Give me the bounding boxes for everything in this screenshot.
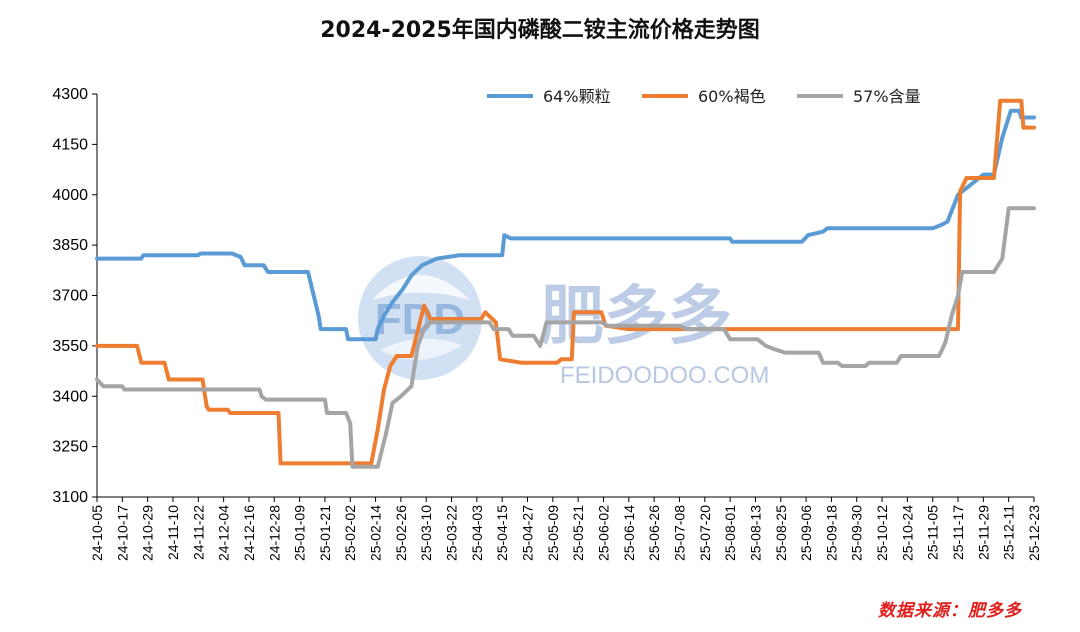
x-tick-label: 25-08-13 bbox=[747, 505, 763, 561]
watermark-brand: 肥多多 bbox=[540, 280, 732, 354]
x-tick-label: 25-12-11 bbox=[1001, 505, 1017, 560]
y-tick-label: 4000 bbox=[52, 187, 88, 204]
x-tick-label: 24-10-05 bbox=[89, 505, 105, 561]
watermark-url: FEIDOODOO.COM bbox=[560, 362, 769, 389]
x-tick-label: 25-09-06 bbox=[798, 505, 814, 561]
x-tick-label: 25-02-14 bbox=[368, 505, 384, 561]
legend-label-3: 57%含量 bbox=[853, 87, 921, 106]
legend-label-1: 64%颗粒 bbox=[543, 87, 611, 106]
legend-label-2: 60%褐色 bbox=[698, 87, 766, 106]
y-tick-label: 3250 bbox=[52, 439, 88, 456]
x-tick-label: 25-04-27 bbox=[520, 505, 536, 561]
legend: 64%颗粒 60%褐色 57%含量 bbox=[487, 87, 921, 106]
y-tick-label: 4300 bbox=[52, 86, 88, 103]
x-tick-label: 25-08-25 bbox=[773, 505, 789, 561]
x-tick-label: 25-01-09 bbox=[292, 505, 308, 561]
x-tick-label: 25-10-24 bbox=[899, 505, 915, 561]
x-tick-label: 25-11-17 bbox=[950, 505, 966, 560]
x-tick-label: 25-01-21 bbox=[317, 505, 333, 561]
y-tick-label: 4150 bbox=[52, 136, 88, 153]
x-tick-label: 25-12-23 bbox=[1026, 505, 1042, 561]
x-tick-label: 25-05-09 bbox=[545, 505, 561, 561]
x-tick-label: 25-10-12 bbox=[874, 505, 890, 561]
series-line-3 bbox=[95, 206, 1036, 469]
x-tick-label: 24-11-22 bbox=[190, 505, 206, 560]
series-line-1 bbox=[95, 108, 1036, 342]
x-tick-label: 24-11-10 bbox=[165, 505, 181, 560]
x-axis-ticks: 24-10-05 24-10-17 24-10-29 24-11-10 24-11-22… bbox=[89, 497, 1042, 561]
x-tick-label: 25-02-02 bbox=[342, 505, 358, 561]
series-line-2 bbox=[95, 98, 1036, 466]
x-tick-label: 25-05-21 bbox=[570, 505, 586, 561]
x-tick-label: 25-04-15 bbox=[494, 505, 510, 561]
x-tick-label: 25-06-14 bbox=[621, 505, 637, 561]
chart-title: 2024-2025年国内磷酸二铵主流价格走势图 bbox=[320, 18, 760, 43]
y-tick-label: 3550 bbox=[52, 338, 88, 355]
y-tick-label: 3700 bbox=[52, 288, 88, 305]
x-tick-label: 25-04-03 bbox=[469, 505, 485, 561]
x-tick-label: 24-10-17 bbox=[114, 505, 130, 561]
y-tick-label: 3400 bbox=[52, 388, 88, 405]
x-tick-label: 24-12-28 bbox=[266, 505, 282, 561]
x-tick-label: 25-07-20 bbox=[697, 505, 713, 561]
x-tick-label: 24-12-04 bbox=[216, 505, 232, 561]
series-lines bbox=[95, 98, 1036, 469]
x-tick-label: 25-09-30 bbox=[849, 505, 865, 561]
y-tick-label: 3850 bbox=[52, 237, 88, 254]
x-tick-label: 25-09-18 bbox=[823, 505, 839, 561]
x-tick-label: 25-11-29 bbox=[975, 505, 991, 560]
x-tick-label: 25-03-22 bbox=[444, 505, 460, 561]
x-tick-label: 25-07-08 bbox=[671, 505, 687, 561]
y-tick-label: 3100 bbox=[52, 489, 88, 506]
x-tick-label: 25-06-02 bbox=[595, 505, 611, 561]
x-tick-label: 24-12-16 bbox=[241, 505, 257, 561]
source-note: 数据来源：肥多多 bbox=[878, 601, 1022, 621]
x-tick-label: 25-08-01 bbox=[722, 505, 738, 561]
x-tick-label: 24-10-29 bbox=[140, 505, 156, 561]
x-tick-label: 25-02-26 bbox=[393, 505, 409, 561]
x-tick-label: 25-03-10 bbox=[418, 505, 434, 561]
x-tick-label: 25-06-26 bbox=[646, 505, 662, 561]
y-axis-ticks: 3100 3250 3400 3550 3700 3850 4000 4150 4300 bbox=[52, 86, 97, 506]
x-tick-label: 25-11-05 bbox=[925, 505, 941, 560]
